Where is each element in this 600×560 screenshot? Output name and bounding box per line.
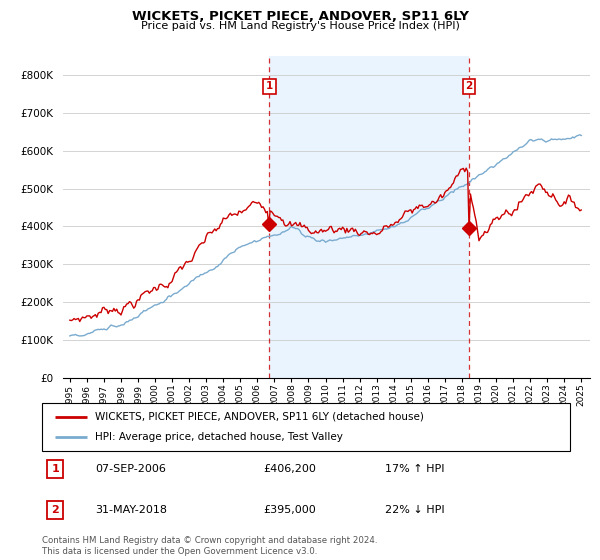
Text: 22% ↓ HPI: 22% ↓ HPI [385,505,445,515]
Text: £406,200: £406,200 [264,464,317,474]
Text: Contains HM Land Registry data © Crown copyright and database right 2024.
This d: Contains HM Land Registry data © Crown c… [42,536,377,556]
Text: 2: 2 [466,81,473,91]
Text: WICKETS, PICKET PIECE, ANDOVER, SP11 6LY: WICKETS, PICKET PIECE, ANDOVER, SP11 6LY [131,10,469,23]
Text: 31-MAY-2018: 31-MAY-2018 [95,505,167,515]
Text: 1: 1 [266,81,273,91]
Text: 2: 2 [52,505,59,515]
Text: Price paid vs. HM Land Registry's House Price Index (HPI): Price paid vs. HM Land Registry's House … [140,21,460,31]
Text: £395,000: £395,000 [264,505,317,515]
Text: 17% ↑ HPI: 17% ↑ HPI [385,464,445,474]
Bar [269,56,469,378]
Text: 1: 1 [52,464,59,474]
Text: HPI: Average price, detached house, Test Valley: HPI: Average price, detached house, Test… [95,432,343,442]
Text: WICKETS, PICKET PIECE, ANDOVER, SP11 6LY (detached house): WICKETS, PICKET PIECE, ANDOVER, SP11 6LY… [95,412,424,422]
Text: 07-SEP-2006: 07-SEP-2006 [95,464,166,474]
